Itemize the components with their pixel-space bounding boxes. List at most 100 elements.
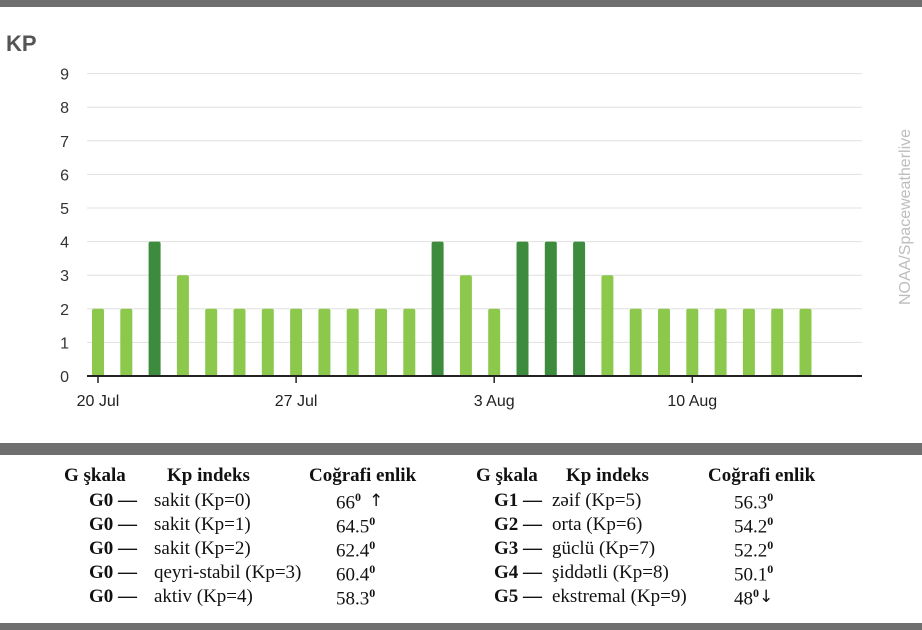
kp-description: zəif (Kp=5) (552, 490, 642, 511)
kp-bar (742, 308, 755, 376)
g-scale-code: G0 — (89, 514, 138, 535)
latitude-number: 62.4 (336, 540, 370, 562)
g-scale-code: G1 — (494, 490, 543, 511)
header-kp-index: Kp indeks (167, 465, 250, 486)
kp-bar (601, 275, 614, 376)
latitude-value: 62.40 (336, 538, 375, 562)
kp-bar (658, 308, 670, 376)
g-scale-code: G0 — (89, 538, 138, 559)
y-tick-label: 2 (60, 302, 69, 319)
y-tick-label: 4 (60, 235, 69, 252)
kp-bar (290, 308, 303, 376)
degree-symbol: 0 (767, 490, 774, 504)
degree-symbol: 0 (369, 514, 376, 528)
latitude-number: 54.2 (734, 516, 768, 538)
latitude-number: 64.5 (336, 516, 370, 538)
header-g-scale: G şkala (64, 465, 126, 486)
x-tick-label: 27 Jul (275, 393, 318, 410)
kp-bar (375, 308, 387, 376)
y-tick-label: 5 (60, 201, 69, 218)
g-scale-code: G0 — (89, 562, 138, 583)
kp-bar (148, 241, 161, 376)
kp-description: orta (Kp=6) (552, 514, 643, 535)
kp-bar (176, 275, 189, 376)
latitude-number: 56.3 (734, 492, 768, 514)
kp-bar (573, 241, 586, 376)
y-tick-label: 0 (60, 369, 69, 386)
latitude-value: 50.10 (734, 562, 773, 586)
y-tick-label: 8 (60, 100, 69, 117)
kp-bar (799, 308, 812, 376)
kp-bar (346, 308, 359, 376)
degree-symbol: 0 (767, 562, 774, 576)
latitude-number: 66 (336, 492, 355, 514)
kp-bar (459, 275, 472, 376)
latitude-value: 60.40 (336, 562, 375, 586)
g-scale-code: G0 — (89, 586, 138, 607)
g-scale-legend: G şkala Kp indeks Coğrafi enlik G0 — saki… (0, 455, 922, 623)
header-g-scale: G şkala (476, 465, 538, 486)
kp-description: sakit (Kp=0) (154, 490, 251, 511)
kp-bar (544, 241, 557, 376)
kp-bar (686, 308, 699, 376)
kp-description: güclü (Kp=7) (552, 538, 656, 559)
y-tick-label: 3 (60, 268, 69, 285)
g-scale-code: G2 — (494, 514, 543, 535)
kp-bar (488, 308, 501, 376)
arrow-down-icon: ↓ (759, 587, 774, 607)
kp-bar (629, 308, 642, 376)
latitude-value: 52.20 (734, 538, 773, 562)
latitude-value: 660 (336, 490, 361, 514)
latitude-number: 50.1 (734, 564, 768, 586)
kp-description: şiddətli (Kp=8) (552, 562, 669, 583)
kp-bar (318, 308, 331, 376)
header-latitude: Coğrafi enlik (708, 465, 816, 486)
kp-bar (431, 241, 444, 376)
degree-symbol: 0 (369, 562, 376, 576)
x-tick-label: 10 Aug (667, 393, 717, 410)
latitude-value: 56.30 (734, 490, 773, 514)
g-scale-code: G0 — (89, 490, 138, 511)
kp-bar-chart: KP 0 1 2 3 4 5 6 7 8 9 20 Jul 27 Jul 3 Aug 10 Aug NO… (6, 31, 914, 410)
kp-chart-panel: KP 0 1 2 3 4 5 6 7 8 9 20 Jul 27 Jul 3 Aug 10 Aug NO… (0, 7, 922, 443)
kp-description: qeyri-stabil (Kp=3) (154, 562, 302, 583)
latitude-number: 58.3 (336, 588, 370, 610)
kp-bar (205, 308, 218, 376)
y-tick-label: 6 (60, 167, 69, 184)
kp-bar (92, 308, 104, 376)
y-tick-label: 1 (60, 335, 69, 352)
kp-bar (403, 308, 416, 376)
arrow-up-icon: ↑ (369, 491, 384, 511)
degree-symbol: 0 (767, 514, 774, 528)
header-latitude: Coğrafi enlik (309, 465, 417, 486)
kp-bar (120, 308, 133, 376)
latitude-number: 60.4 (336, 564, 370, 586)
g-scale-code: G5 — (494, 586, 543, 607)
kp-bar (771, 308, 784, 376)
kp-description: sakit (Kp=1) (154, 514, 251, 535)
latitude-value: 480 (734, 586, 759, 610)
top-frame-bar (0, 0, 922, 7)
kp-description: ekstremal (Kp=9) (552, 586, 687, 607)
kp-bar (714, 308, 727, 376)
kp-description: aktiv (Kp=4) (154, 586, 253, 607)
latitude-number: 48 (734, 588, 753, 610)
g-scale-code: G4 — (494, 562, 543, 583)
y-tick-label: 9 (60, 67, 69, 84)
kp-description: sakit (Kp=2) (154, 538, 251, 559)
x-tick-label: 3 Aug (474, 393, 515, 410)
degree-symbol: 0 (355, 490, 361, 504)
latitude-value: 54.20 (734, 514, 773, 538)
degree-symbol: 0 (369, 586, 376, 600)
degree-symbol: 0 (767, 538, 774, 552)
x-tick-label: 20 Jul (77, 393, 120, 410)
chart-title: KP (6, 31, 37, 56)
bottom-frame-bar (0, 623, 922, 630)
g-scale-code: G3 — (494, 538, 543, 559)
latitude-value: 58.30 (336, 586, 375, 610)
kp-bar (261, 308, 274, 376)
middle-frame-bar (0, 443, 922, 455)
degree-symbol: 0 (753, 586, 759, 600)
kp-bar (233, 308, 246, 376)
latitude-number: 52.2 (734, 540, 768, 562)
